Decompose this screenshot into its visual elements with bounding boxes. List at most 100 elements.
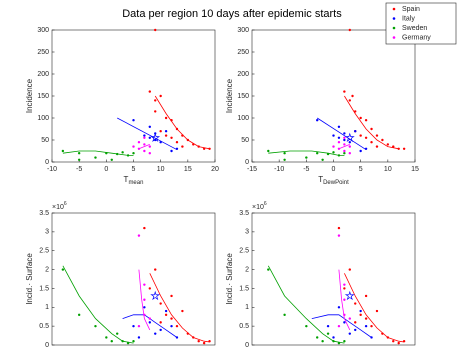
- highlight-star: [344, 132, 355, 142]
- data-point: [164, 313, 168, 317]
- data-point: [375, 134, 379, 137]
- fit-line: [338, 269, 351, 331]
- highlight-star: [150, 132, 161, 142]
- data-point: [337, 324, 341, 328]
- data-point: [197, 145, 200, 148]
- y-tick-label: 150: [237, 93, 249, 100]
- figure-title: Data per region 10 days after epidemic s…: [122, 8, 342, 20]
- data-point: [348, 152, 351, 155]
- data-point: [137, 141, 141, 144]
- data-point: [192, 143, 195, 146]
- data-point: [354, 302, 357, 305]
- fit-line: [62, 265, 134, 344]
- y-scale-power: 6: [64, 201, 67, 207]
- data-point: [364, 324, 368, 328]
- data-point: [159, 130, 162, 133]
- y-tick-label: 300: [37, 27, 49, 34]
- data-point: [370, 127, 373, 131]
- y-axis-label: Incid.· Surface: [25, 253, 34, 305]
- data-point: [202, 147, 206, 150]
- data-point: [132, 152, 135, 155]
- data-point: [137, 234, 141, 237]
- data-point: [337, 141, 341, 144]
- data-point: [164, 116, 168, 120]
- data-point: [143, 136, 146, 139]
- data-point: [359, 313, 362, 317]
- x-tick-label: 5: [359, 166, 363, 173]
- data-point: [381, 138, 384, 142]
- fit-line: [154, 95, 210, 150]
- data-point: [332, 134, 335, 137]
- data-point: [402, 340, 406, 343]
- data-point: [77, 152, 81, 155]
- x-axis-label-sub: mean: [128, 180, 143, 186]
- y-tick-label: 2: [45, 266, 49, 273]
- data-point: [132, 340, 135, 343]
- data-point: [154, 99, 157, 102]
- data-point: [159, 302, 162, 305]
- x-tick-label: 5: [132, 166, 136, 173]
- legend-label: Germany: [402, 34, 431, 41]
- data-point: [143, 143, 146, 146]
- x-axis-label-sub: DewPoint: [323, 180, 349, 186]
- data-point: [159, 94, 162, 98]
- data-point: [326, 332, 330, 335]
- data-point: [348, 99, 351, 102]
- x-tick-label: -15: [247, 166, 257, 173]
- data-point: [337, 136, 341, 139]
- data-point: [343, 138, 346, 142]
- data-point: [316, 336, 319, 339]
- data-point: [143, 283, 146, 286]
- data-point: [154, 110, 157, 113]
- y-tick-label: 3.5: [239, 210, 249, 217]
- data-point: [392, 145, 395, 148]
- fit-line: [311, 314, 372, 338]
- data-point: [326, 152, 330, 156]
- data-point: [305, 324, 308, 328]
- data-point: [170, 317, 173, 320]
- data-point: [316, 152, 319, 155]
- data-point: [343, 298, 346, 301]
- data-point: [137, 336, 141, 339]
- data-point: [132, 145, 135, 148]
- data-point: [105, 336, 108, 339]
- data-point: [170, 149, 173, 153]
- fit-line: [117, 117, 178, 151]
- data-point: [175, 336, 179, 339]
- y-tick-label: 250: [237, 49, 249, 56]
- fit-line: [344, 273, 405, 343]
- data-point: [126, 154, 130, 157]
- fit-line: [344, 95, 399, 150]
- x-axis-label-main: T: [124, 175, 129, 184]
- data-point: [170, 136, 173, 139]
- y-tick-label: 250: [37, 49, 49, 56]
- y-tick-label: 50: [41, 137, 49, 144]
- y-tick-label: 100: [237, 115, 249, 122]
- data-point: [386, 336, 390, 339]
- data-point: [343, 132, 346, 135]
- data-point: [77, 313, 81, 317]
- data-point: [348, 28, 351, 32]
- y-tick-label: 0: [45, 342, 49, 349]
- data-point: [343, 283, 346, 286]
- data-point: [343, 143, 346, 146]
- data-point: [354, 130, 357, 133]
- data-point: [175, 147, 179, 150]
- y-tick-label: 300: [237, 27, 249, 34]
- data-point: [316, 119, 319, 122]
- data-point: [61, 149, 65, 153]
- fit-line: [149, 273, 210, 343]
- data-point: [337, 226, 341, 230]
- y-scale-label: ×106: [52, 201, 67, 211]
- data-point: [332, 340, 335, 343]
- y-tick-label: 150: [37, 93, 49, 100]
- data-point: [392, 340, 395, 343]
- data-point: [159, 321, 162, 324]
- legend-box: [385, 2, 457, 45]
- y-tick-label: 3: [245, 229, 249, 236]
- data-point: [337, 306, 341, 309]
- data-point: [375, 309, 379, 313]
- x-tick-label: 10: [384, 166, 392, 173]
- data-point: [402, 147, 406, 150]
- axes-box: [251, 212, 416, 346]
